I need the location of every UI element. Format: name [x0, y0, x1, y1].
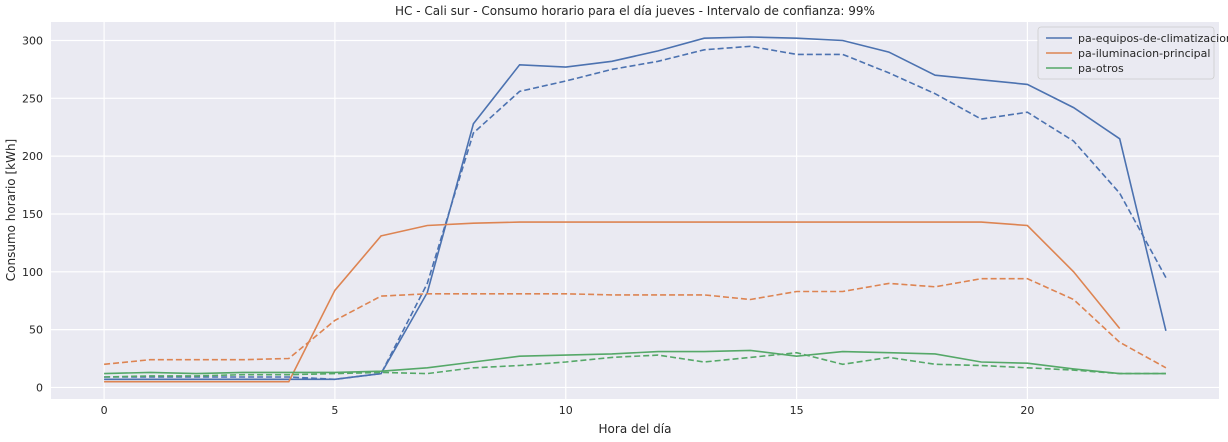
series-line-dashed-pa-iluminacion-principal	[104, 277, 1167, 369]
x-tick-label: 15	[790, 404, 804, 417]
x-axis-ticks: 0 5 10 15 20	[101, 404, 1035, 417]
series-line-dashed-pa-equipos-de-climatizacion	[104, 45, 1167, 381]
y-tick-label: 0	[36, 381, 43, 394]
y-tick-label: 300	[22, 35, 43, 48]
y-tick-label: 50	[29, 324, 43, 337]
grid-lines	[51, 22, 1219, 399]
x-axis-label: Hora del día	[599, 422, 672, 436]
chart-title: HC - Cali sur - Consumo horario para el …	[395, 4, 875, 18]
legend-label: pa-otros	[1078, 62, 1124, 75]
series-line-dashed-pa-otros	[104, 351, 1166, 378]
series-line-pa-otros	[104, 349, 1166, 375]
series-layer	[104, 36, 1167, 383]
series-line-pa-iluminacion-principal	[104, 221, 1121, 383]
legend-box	[1037, 26, 1215, 80]
x-tick-label: 0	[101, 404, 108, 417]
legend-label: pa-equipos-de-climatizacion	[1078, 32, 1228, 45]
legend-label: pa-iluminacion-principal	[1078, 47, 1210, 60]
x-tick-label: 10	[559, 404, 573, 417]
series-line-pa-equipos-de-climatizacion	[104, 36, 1167, 381]
legend: pa-equipos-de-climatizacion pa-iluminacio…	[1037, 26, 1228, 80]
y-tick-label: 150	[22, 208, 43, 221]
x-tick-label: 5	[331, 404, 338, 417]
y-tick-label: 250	[22, 92, 43, 105]
y-axis-label: Consumo horario [kWh]	[4, 139, 18, 281]
x-tick-label: 20	[1020, 404, 1034, 417]
y-tick-label: 100	[22, 266, 43, 279]
y-axis-ticks: 0 50 100 150 200 250 300	[22, 35, 43, 395]
y-tick-label: 200	[22, 150, 43, 163]
